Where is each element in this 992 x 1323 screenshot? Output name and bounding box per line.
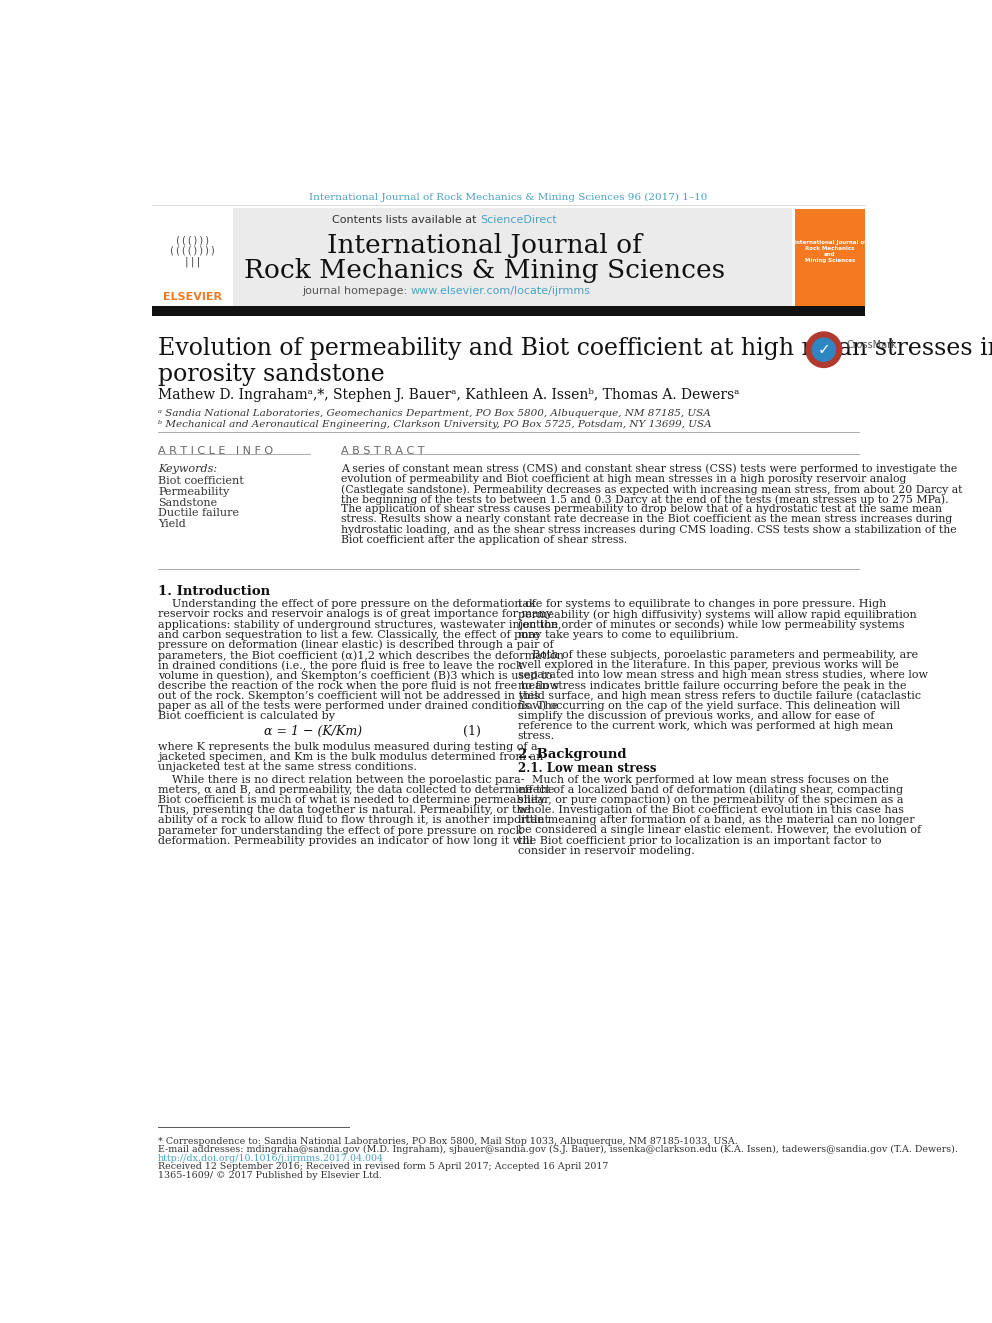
Text: effect of a localized band of deformation (dilating shear, compacting: effect of a localized band of deformatio… [518, 785, 903, 795]
Text: ᵇ Mechanical and Aeronautical Engineering, Clarkson University, PO Box 5725, Pot: ᵇ Mechanical and Aeronautical Engineerin… [158, 419, 711, 429]
Text: International Journal of Rock Mechanics & Mining Sciences 96 (2017) 1–10: International Journal of Rock Mechanics … [310, 193, 707, 202]
Text: (Castlegate sandstone). Permeability decreases as expected with increasing mean : (Castlegate sandstone). Permeability dec… [341, 484, 962, 495]
Text: Biot coefficient is much of what is needed to determine permeability.: Biot coefficient is much of what is need… [158, 795, 548, 806]
Text: Mathew D. Ingrahamᵃ,*, Stephen J. Bauerᵃ, Kathleen A. Issenᵇ, Thomas A. Dewersᵃ: Mathew D. Ingrahamᵃ,*, Stephen J. Bauerᵃ… [158, 388, 740, 402]
Text: (1): (1) [462, 725, 480, 738]
Circle shape [812, 339, 835, 361]
Text: reference to the current work, which was performed at high mean: reference to the current work, which was… [518, 721, 893, 732]
Bar [180, 208, 792, 307]
Text: Sandstone: Sandstone [158, 497, 217, 508]
Text: www.elsevier.com/locate/ijrmms: www.elsevier.com/locate/ijrmms [411, 286, 591, 296]
Circle shape [806, 332, 841, 368]
Text: Yield: Yield [158, 519, 186, 529]
Text: Ductile failure: Ductile failure [158, 508, 239, 519]
Text: paper as all of the tests were performed under drained conditions. The: paper as all of the tests were performed… [158, 701, 558, 710]
Text: and carbon sequestration to list a few. Classically, the effect of pore: and carbon sequestration to list a few. … [158, 630, 540, 640]
Text: ((()))
(((())))
 |||: ((())) (((()))) ||| [169, 235, 215, 267]
Text: out of the rock. Skempton’s coefficient will not be addressed in this: out of the rock. Skempton’s coefficient … [158, 691, 540, 701]
Text: Contents lists available at: Contents lists available at [332, 216, 480, 225]
Text: describe the reaction of the rock when the pore fluid is not free to flow: describe the reaction of the rock when t… [158, 680, 559, 691]
Text: the beginning of the tests to between 1.5 and 0.3 Darcy at the end of the tests : the beginning of the tests to between 1.… [341, 495, 948, 505]
Text: evolution of permeability and Biot coefficient at high mean stresses in a high p: evolution of permeability and Biot coeff… [341, 474, 907, 484]
Text: 2.1. Low mean stress: 2.1. Low mean stress [518, 762, 656, 774]
Text: separated into low mean stress and high mean stress studies, where low: separated into low mean stress and high … [518, 671, 928, 680]
Text: Biot coefficient after the application of shear stress.: Biot coefficient after the application o… [341, 534, 627, 545]
Text: Received 12 September 2016; Received in revised form 5 April 2017; Accepted 16 A: Received 12 September 2016; Received in … [158, 1162, 608, 1171]
Text: permeability (or high diffusivity) systems will allow rapid equilibration: permeability (or high diffusivity) syste… [518, 610, 917, 620]
Text: ELSEVIER: ELSEVIER [163, 292, 221, 303]
Text: Permeability: Permeability [158, 487, 229, 496]
Text: ability of a rock to allow fluid to flow through it, is another important: ability of a rock to allow fluid to flow… [158, 815, 550, 826]
Text: applications: stability of underground structures, wastewater injection,: applications: stability of underground s… [158, 619, 561, 630]
Text: stress.: stress. [518, 732, 555, 741]
Text: α = 1 − (K/Km): α = 1 − (K/Km) [264, 725, 362, 738]
Text: flow) occurring on the cap of the yield surface. This delineation will: flow) occurring on the cap of the yield … [518, 701, 900, 712]
Text: Understanding the effect of pore pressure on the deformation of: Understanding the effect of pore pressur… [158, 599, 536, 609]
Text: be considered a single linear elastic element. However, the evolution of: be considered a single linear elastic el… [518, 826, 921, 835]
Text: Biot coefficient: Biot coefficient [158, 476, 244, 486]
Text: E-mail addresses: mdingraha@sandia.gov (M.D. Ingraham), sjbauer@sandia.gov (S.J.: E-mail addresses: mdingraha@sandia.gov (… [158, 1146, 958, 1154]
Text: 1. Introduction: 1. Introduction [158, 585, 270, 598]
Text: parameters, the Biot coefficient (α)1,2 which describes the deformation: parameters, the Biot coefficient (α)1,2 … [158, 650, 564, 660]
Text: well explored in the literature. In this paper, previous works will be: well explored in the literature. In this… [518, 660, 899, 671]
Text: 2. Background: 2. Background [518, 747, 626, 761]
Text: hydrostatic loading, and as the shear stress increases during CMS loading. CSS t: hydrostatic loading, and as the shear st… [341, 525, 956, 534]
Text: stress. Results show a nearly constant rate decrease in the Biot coefficient as : stress. Results show a nearly constant r… [341, 515, 952, 524]
Text: (on the order of minutes or seconds) while low permeability systems: (on the order of minutes or seconds) whi… [518, 619, 905, 630]
Text: pressure on deformation (linear elastic) is described through a pair of: pressure on deformation (linear elastic)… [158, 640, 554, 651]
Bar [152, 306, 865, 316]
Text: deformation. Permeability provides an indicator of how long it will: deformation. Permeability provides an in… [158, 836, 533, 845]
Text: porosity sandstone: porosity sandstone [158, 363, 385, 386]
Text: While there is no direct relation between the poroelastic para-: While there is no direct relation betwee… [158, 775, 525, 785]
Text: ✓: ✓ [817, 343, 830, 357]
Text: A R T I C L E   I N F O: A R T I C L E I N F O [158, 446, 273, 456]
Text: shear, or pure compaction) on the permeability of the specimen as a: shear, or pure compaction) on the permea… [518, 795, 903, 806]
Text: ScienceDirect: ScienceDirect [480, 216, 558, 225]
Text: meters, α and B, and permeability, the data collected to determine the: meters, α and B, and permeability, the d… [158, 785, 555, 795]
Text: Evolution of permeability and Biot coefficient at high mean stresses in high: Evolution of permeability and Biot coeff… [158, 337, 992, 360]
Bar [796, 209, 865, 307]
Text: reservoir rocks and reservoir analogs is of great importance for many: reservoir rocks and reservoir analogs is… [158, 610, 553, 619]
Text: in drained conditions (i.e., the pore fluid is free to leave the rock: in drained conditions (i.e., the pore fl… [158, 660, 523, 671]
Text: unjacketed test at the same stress conditions.: unjacketed test at the same stress condi… [158, 762, 417, 773]
Text: ᵃ Sandia National Laboratories, Geomechanics Department, PO Box 5800, Albuquerqu: ᵃ Sandia National Laboratories, Geomecha… [158, 409, 711, 418]
Text: International Journal of
Rock Mechanics
and
Mining Sciences: International Journal of Rock Mechanics … [794, 239, 866, 263]
Text: Both of these subjects, poroelastic parameters and permeability, are: Both of these subjects, poroelastic para… [518, 650, 918, 660]
Text: simplify the discussion of previous works, and allow for ease of: simplify the discussion of previous work… [518, 710, 874, 721]
Text: http://dx.doi.org/10.1016/j.ijrmms.2017.04.004: http://dx.doi.org/10.1016/j.ijrmms.2017.… [158, 1154, 384, 1163]
Text: whole. Investigation of the Biot coefficient evolution in this case has: whole. Investigation of the Biot coeffic… [518, 806, 904, 815]
Text: * Correspondence to: Sandia National Laboratories, PO Box 5800, Mail Stop 1033, : * Correspondence to: Sandia National Lab… [158, 1136, 738, 1146]
Text: CrossMark: CrossMark [846, 340, 897, 351]
Text: volume in question), and Skempton’s coefficient (B)3 which is used to: volume in question), and Skempton’s coef… [158, 671, 553, 681]
Text: the Biot coefficient prior to localization is an important factor to: the Biot coefficient prior to localizati… [518, 836, 881, 845]
Text: may take years to come to equilibrium.: may take years to come to equilibrium. [518, 630, 738, 640]
Text: Thus, presenting the data together is natural. Permeability, or the: Thus, presenting the data together is na… [158, 806, 531, 815]
Text: where K represents the bulk modulus measured during testing of a: where K represents the bulk modulus meas… [158, 742, 538, 751]
Text: mean stress indicates brittle failure occurring before the peak in the: mean stress indicates brittle failure oc… [518, 680, 907, 691]
Text: International Journal of: International Journal of [327, 233, 642, 258]
Text: parameter for understanding the effect of pore pressure on rock: parameter for understanding the effect o… [158, 826, 523, 836]
Text: consider in reservoir modeling.: consider in reservoir modeling. [518, 845, 694, 856]
Text: Rock Mechanics & Mining Sciences: Rock Mechanics & Mining Sciences [244, 258, 725, 283]
Bar [152, 208, 233, 307]
Text: take for systems to equilibrate to changes in pore pressure. High: take for systems to equilibrate to chang… [518, 599, 886, 609]
Text: little meaning after formation of a band, as the material can no longer: little meaning after formation of a band… [518, 815, 915, 826]
Text: Biot coefficient is calculated by: Biot coefficient is calculated by [158, 710, 335, 721]
Text: The application of shear stress causes permeability to drop below that of a hydr: The application of shear stress causes p… [341, 504, 942, 515]
Text: A series of constant mean stress (CMS) and constant shear stress (CSS) tests wer: A series of constant mean stress (CMS) a… [341, 463, 957, 474]
Text: Keywords:: Keywords: [158, 463, 217, 474]
Text: journal homepage:: journal homepage: [303, 286, 411, 296]
Text: jacketed specimen, and Km is the bulk modulus determined from an: jacketed specimen, and Km is the bulk mo… [158, 751, 544, 762]
Text: A B S T R A C T: A B S T R A C T [341, 446, 425, 456]
Text: Much of the work performed at low mean stress focuses on the: Much of the work performed at low mean s… [518, 774, 889, 785]
Text: yield surface, and high mean stress refers to ductile failure (cataclastic: yield surface, and high mean stress refe… [518, 691, 921, 701]
Text: 1365-1609/ © 2017 Published by Elsevier Ltd.: 1365-1609/ © 2017 Published by Elsevier … [158, 1171, 382, 1180]
